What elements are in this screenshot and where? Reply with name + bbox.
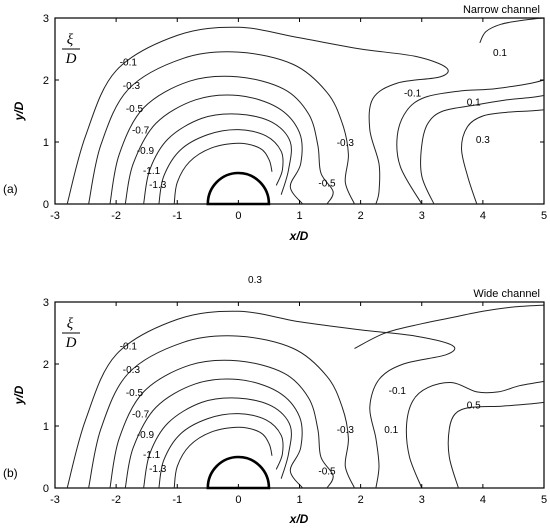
- cylinder: [206, 455, 271, 490]
- contour-label: -1.3: [149, 464, 167, 475]
- contour-label: -0.1: [389, 386, 407, 397]
- contour-lines: [66, 304, 545, 489]
- contour-line: [447, 401, 545, 489]
- contour-label: -0.7: [132, 410, 150, 421]
- contour-line: [173, 426, 273, 489]
- contour-label: -0.1: [404, 88, 422, 99]
- x-tick-label: 1: [296, 210, 302, 222]
- x-tick-label: 1: [296, 494, 302, 506]
- contour-label: -0.5: [126, 388, 144, 399]
- panel-title: Narrow channel: [463, 4, 540, 16]
- x-tick-label: 5: [541, 210, 547, 222]
- x-tick-label: 2: [358, 494, 364, 506]
- contour-line: [109, 359, 334, 489]
- contour-labels: -1.3 -1.1 -0.9 -0.7 -0.5 -0.3 -0.1 0.1 0.5 -0.1 -0…: [120, 341, 481, 477]
- x-tick-label: -1: [172, 210, 182, 222]
- y-tick-label: 3: [43, 13, 49, 25]
- contour-label: -0.1: [120, 341, 138, 352]
- contour-label: 0.3: [476, 135, 490, 146]
- contour-label: 0.1: [467, 98, 481, 109]
- panel-title: Wide channel: [473, 288, 540, 300]
- contour-label: -0.9: [137, 430, 155, 441]
- contour-label: -0.3: [123, 81, 141, 92]
- x-axis-label: x/D: [289, 512, 309, 526]
- panel-letter: (b): [3, 466, 18, 480]
- axis-ticks: -3 -2 -1 0 1 2 3 4 5 0 1 2 3: [43, 13, 547, 222]
- x-tick-label: -2: [111, 494, 121, 506]
- contour-label: -0.3: [123, 365, 141, 376]
- contour-line: [88, 335, 355, 489]
- panel-wide-channel: -3 -2 -1 0 1 2 3 4 5 0 1 2 3 -1.3 -1.1 -0.9 -0.7 -0.5 -0.…: [3, 288, 547, 526]
- contour-line: [354, 304, 545, 349]
- stray-contour-label: 0.3: [248, 275, 262, 286]
- contour-label: 0.1: [493, 48, 507, 59]
- y-axis-label: y/D: [12, 101, 26, 121]
- y-tick-label: 0: [43, 483, 49, 495]
- quantity-denominator: D: [65, 51, 77, 67]
- quantity-denominator: D: [65, 335, 77, 351]
- contour-line: [124, 378, 304, 489]
- y-tick-label: 1: [43, 137, 49, 149]
- y-tick-label: 2: [43, 359, 49, 371]
- contour-labels: -1.3 -1.1 -0.9 -0.7 -0.5 -0.3 -0.1 -0.1 0.1 0.3 0.…: [120, 48, 508, 191]
- cylinder-layer: [206, 455, 271, 490]
- contour-label: -0.5: [126, 104, 144, 115]
- x-tick-label: 0: [235, 210, 241, 222]
- x-tick-label: 2: [358, 210, 364, 222]
- contour-label: -0.3: [337, 138, 355, 149]
- x-tick-label: 5: [541, 494, 547, 506]
- panel-letter: (a): [3, 182, 18, 196]
- contour-label: 0.5: [467, 400, 481, 411]
- x-tick-label: 4: [480, 494, 486, 506]
- y-axis-label: y/D: [12, 385, 26, 405]
- axis-ticks: -3 -2 -1 0 1 2 3 4 5 0 1 2 3: [43, 297, 547, 506]
- contour-line: [109, 75, 334, 205]
- x-tick-label: 3: [419, 494, 425, 506]
- contour-label: -0.5: [318, 467, 336, 478]
- contour-line: [143, 113, 292, 205]
- contour-label: -0.7: [132, 126, 150, 137]
- x-tick-label: 4: [480, 210, 486, 222]
- cylinder-layer: [206, 171, 271, 206]
- contour-line: [143, 397, 292, 489]
- contour-line: [405, 380, 545, 489]
- contour-line: [158, 129, 284, 205]
- contour-line: [396, 79, 545, 205]
- contour-line: [158, 413, 284, 489]
- x-axis-label: x/D: [289, 229, 309, 243]
- contour-lines: [66, 17, 545, 205]
- x-tick-label: -2: [111, 210, 121, 222]
- contour-label: -1.3: [149, 180, 167, 191]
- contour-label: -1.1: [143, 450, 161, 461]
- contour-line: [460, 109, 545, 205]
- contour-label: -0.1: [120, 57, 138, 68]
- y-tick-label: 1: [43, 421, 49, 433]
- contour-label: -1.1: [143, 166, 161, 177]
- contour-line: [66, 26, 449, 205]
- contour-label: -0.3: [337, 425, 355, 436]
- x-tick-label: -3: [50, 210, 60, 222]
- contour-label: 0.1: [384, 425, 398, 436]
- y-tick-label: 3: [43, 297, 49, 309]
- contour-label: -0.9: [137, 146, 155, 157]
- contour-line: [66, 310, 456, 489]
- quantity-numerator: ξ: [67, 32, 74, 48]
- contour-line: [479, 17, 545, 44]
- y-tick-label: 2: [43, 75, 49, 87]
- contour-line: [124, 94, 304, 205]
- x-tick-label: 3: [419, 210, 425, 222]
- contour-label: -0.5: [318, 178, 336, 189]
- y-tick-label: 0: [43, 199, 49, 211]
- x-tick-label: 0: [235, 494, 241, 506]
- contour-line: [420, 95, 545, 205]
- cylinder: [206, 171, 271, 206]
- quantity-numerator: ξ: [67, 316, 74, 332]
- x-tick-label: -3: [50, 494, 60, 506]
- x-tick-label: -1: [172, 494, 182, 506]
- panel-narrow-channel: -3 -2 -1 0 1 2 3 4 5 0 1 2 3 -1.3 -1.1 -0.9 -0.7 -0.5 -0.…: [3, 4, 547, 243]
- contour-line: [88, 51, 355, 205]
- contour-line: [173, 142, 273, 205]
